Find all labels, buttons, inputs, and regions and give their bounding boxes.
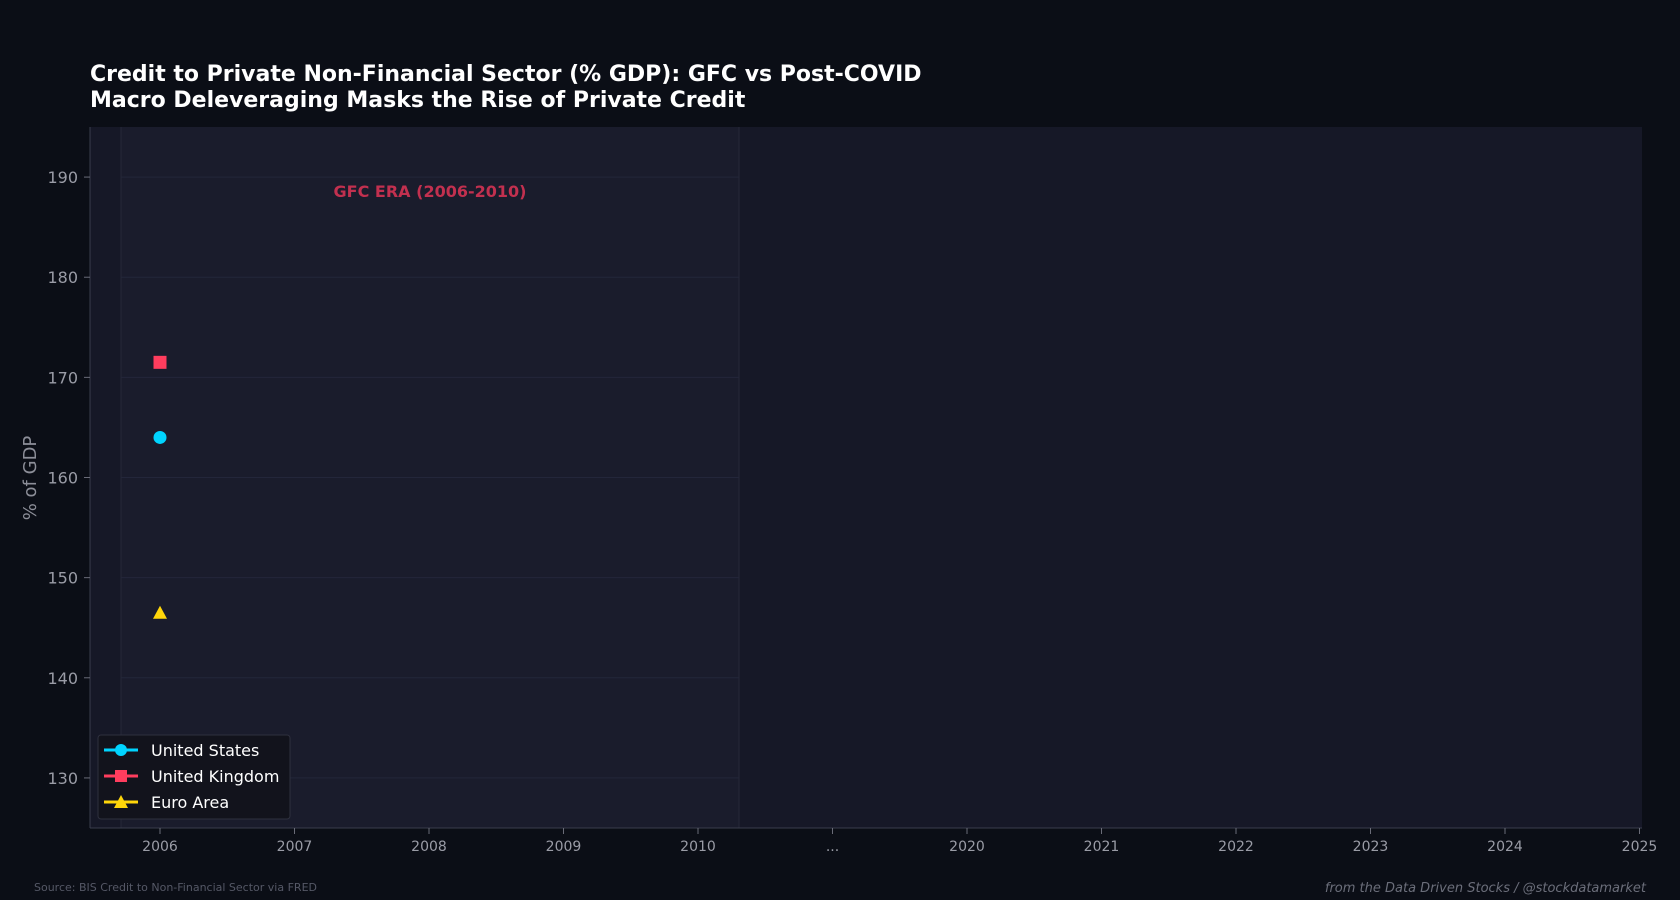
data-point-united-states-2006: [153, 430, 167, 444]
x-tick-label-10: 2024: [1487, 839, 1523, 855]
data-point-euro-area-2006: [153, 605, 167, 619]
legend: United States United Kingdom Euro Area: [97, 734, 291, 820]
x-tick-label-2: 2008: [411, 839, 447, 855]
y-axis-ticks: 130 140 150 160 170 180 190: [47, 168, 90, 788]
x-tick-label-7: 2021: [1084, 839, 1120, 855]
y-axis-label: % of GDP: [20, 436, 41, 521]
legend-label-ea: Euro Area: [151, 793, 229, 812]
legend-label-us: United States: [151, 741, 259, 760]
legend-label-uk: United Kingdom: [151, 767, 279, 786]
y-tick-label-160: 160: [47, 469, 78, 488]
data-point-united-kingdom-2006: [153, 355, 167, 369]
x-tick-label-5: ...: [826, 839, 839, 855]
legend-marker-uk: [115, 770, 127, 782]
x-tick-label-6: 2020: [949, 839, 985, 855]
y-tick-label-190: 190: [47, 168, 78, 187]
source-note: Source: BIS Credit to Non-Financial Sect…: [34, 881, 317, 894]
credit-note: from the Data Driven Stocks / @stockdata…: [1325, 881, 1647, 896]
y-tick-label-150: 150: [47, 569, 78, 588]
y-tick-label-140: 140: [47, 669, 78, 688]
x-axis-ticks: 2006 2007 2008 2009 2010... 2020 2021 2022 2023 2…: [142, 828, 1657, 855]
y-tick-label-130: 130: [47, 769, 78, 788]
x-tick-label-8: 2022: [1218, 839, 1254, 855]
data-marks: [153, 355, 167, 619]
legend-box: [97, 734, 291, 820]
chart-title-line2: Macro Deleveraging Masks the Rise of Pri…: [90, 88, 746, 113]
gfc-era-annotation: GFC ERA (2006-2010): [334, 182, 527, 201]
x-tick-label-0: 2006: [142, 839, 178, 855]
x-tick-label-4: 2010: [680, 839, 716, 855]
chart-title-line1: Credit to Private Non-Financial Sector (…: [90, 62, 922, 87]
y-tick-label-180: 180: [47, 268, 78, 287]
x-tick-label-3: 2009: [546, 839, 582, 855]
grid-lines: [121, 176, 739, 779]
x-tick-label-11: 2025: [1622, 839, 1658, 855]
x-tick-label-9: 2023: [1353, 839, 1389, 855]
legend-marker-us: [115, 744, 127, 756]
y-tick-label-170: 170: [47, 368, 78, 387]
legend-marker-ea: [114, 795, 128, 808]
x-tick-label-1: 2007: [277, 839, 313, 855]
